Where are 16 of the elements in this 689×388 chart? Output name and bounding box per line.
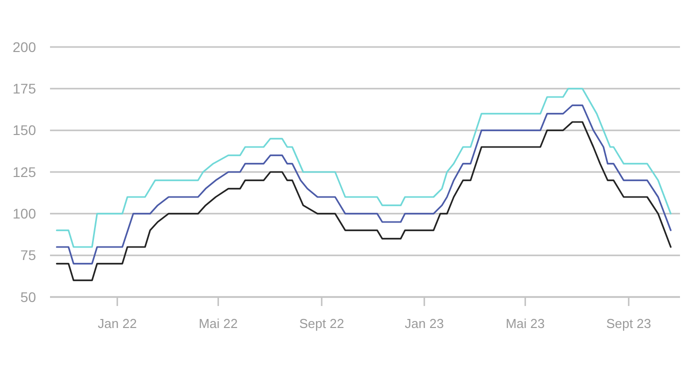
x-tick-label: Sept 22 — [299, 316, 344, 331]
y-tick-label: 150 — [12, 122, 36, 138]
x-tick-label: Sept 23 — [606, 316, 652, 331]
y-tick-label: 175 — [12, 80, 36, 97]
y-tick-label: 75 — [20, 247, 36, 264]
y-tick-label: 50 — [20, 288, 36, 305]
y-tick-label: 200 — [12, 38, 36, 55]
x-tick-label: Mai 22 — [198, 316, 238, 331]
line-series — [56, 121, 672, 282]
line-series — [56, 88, 672, 248]
x-tick-label: Mai 23 — [506, 316, 545, 331]
line-series — [56, 104, 672, 264]
y-tick-label: 125 — [12, 164, 36, 180]
x-tick-label: Jan 22 — [98, 316, 137, 331]
y-tick-label: 100 — [12, 206, 36, 222]
x-tick-label: Jan 23 — [404, 316, 444, 331]
